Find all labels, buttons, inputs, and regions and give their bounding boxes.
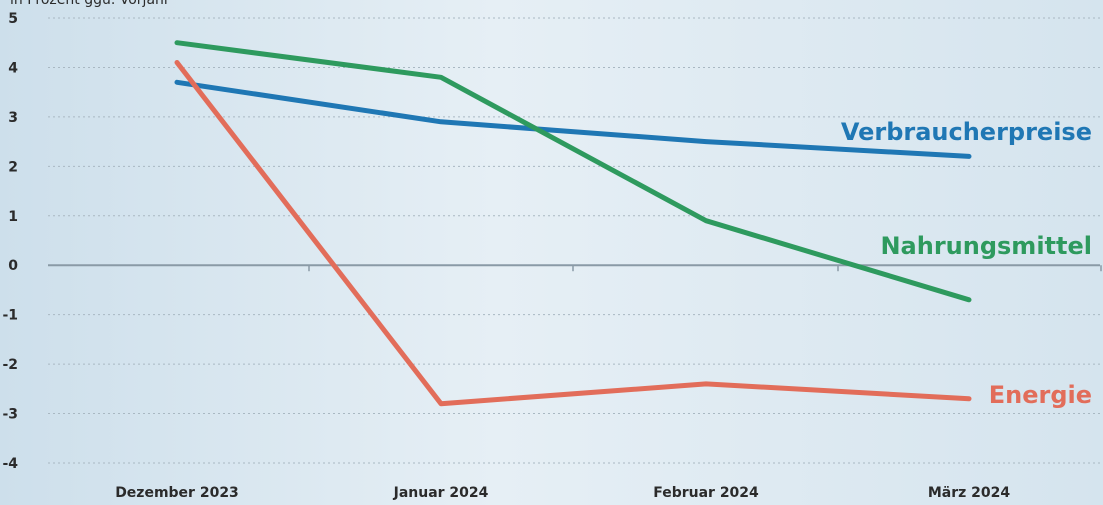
x-tick-label: Dezember 2023 (115, 485, 239, 501)
unit-label: in Prozent ggü. Vorjahr (10, 0, 170, 8)
series-label: Nahrungsmittel (880, 232, 1092, 260)
y-tick-label: 5 (8, 11, 18, 27)
series-labels: Verbraucherpreise Nahrungsmittel Energie (841, 118, 1092, 409)
y-tick-label: 4 (8, 60, 18, 76)
x-tick-label: Februar 2024 (653, 485, 759, 501)
y-tick-label: -2 (2, 357, 18, 373)
series-label: Verbraucherpreise (841, 118, 1092, 146)
y-tick-label: 3 (8, 110, 18, 126)
series-line-nahrungsmittel (174, 40, 972, 303)
series-label: Energie (989, 381, 1092, 409)
x-tick-label: Januar 2024 (393, 485, 489, 501)
y-tick-label: -4 (2, 456, 18, 472)
series-line-energie (174, 60, 972, 407)
series (174, 40, 972, 407)
grid (48, 17, 1102, 464)
y-tick-label: -1 (2, 308, 18, 324)
y-axis-ticks: 5 4 3 2 1 0 -1 -2 -3 -4 (2, 11, 18, 472)
y-tick-label: 1 (8, 209, 18, 225)
y-tick-label: 0 (8, 258, 18, 274)
y-tick-label: 2 (8, 159, 18, 175)
y-tick-label: -3 (2, 407, 18, 423)
x-axis-ticks: Dezember 2023 Januar 2024 Februar 2024 März… (115, 485, 1010, 501)
x-tick-label: März 2024 (928, 485, 1011, 501)
series-line-verbraucherpreise (174, 79, 972, 159)
